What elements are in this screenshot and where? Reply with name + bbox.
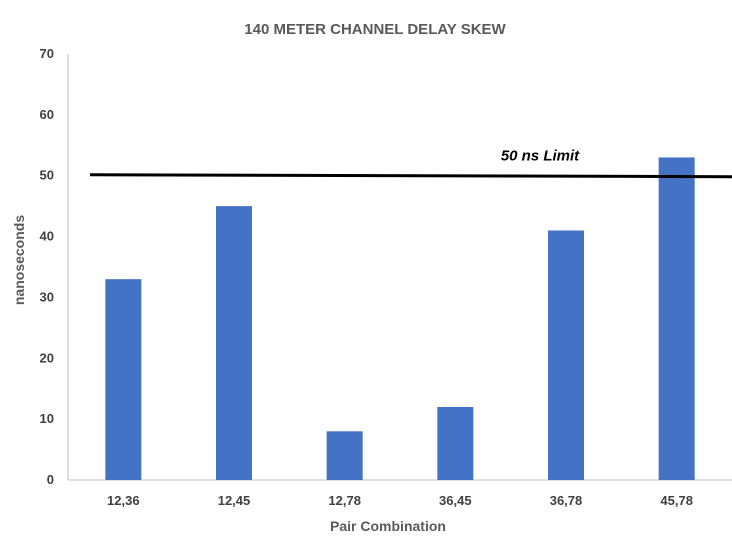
y-tick-label: 10 bbox=[40, 411, 54, 426]
reference-line bbox=[89, 173, 732, 179]
y-axis: 0 10 20 30 40 50 60 70 bbox=[40, 46, 54, 487]
bar bbox=[326, 431, 363, 480]
x-axis: 12,36 12,45 12,78 36,45 36,78 45,78 bbox=[107, 493, 693, 508]
y-tick-label: 70 bbox=[40, 46, 54, 61]
x-tick-label: 12,78 bbox=[328, 493, 361, 508]
bar bbox=[216, 206, 252, 480]
x-tick-label: 45,78 bbox=[660, 493, 693, 508]
y-axis-label: nanoseconds bbox=[11, 215, 27, 305]
bar bbox=[437, 406, 474, 480]
y-tick-label: 30 bbox=[40, 289, 54, 304]
bar bbox=[105, 279, 142, 480]
y-tick-label: 0 bbox=[47, 472, 54, 487]
bars bbox=[105, 157, 695, 480]
bar bbox=[658, 157, 695, 480]
x-tick-label: 36,45 bbox=[439, 493, 472, 508]
reference-line-label: 50 ns Limit bbox=[501, 148, 580, 165]
x-tick-label: 12,36 bbox=[107, 493, 140, 508]
y-tick-label: 60 bbox=[40, 107, 54, 122]
y-tick-label: 20 bbox=[40, 350, 54, 365]
x-tick-label: 36,78 bbox=[550, 493, 583, 508]
y-tick-label: 50 bbox=[40, 168, 54, 183]
x-tick-label: 12,45 bbox=[218, 493, 251, 508]
y-tick-label: 40 bbox=[40, 229, 54, 244]
chart-title: 140 METER CHANNEL DELAY SKEW bbox=[244, 21, 506, 38]
bar bbox=[548, 230, 584, 480]
x-axis-label: Pair Combination bbox=[330, 518, 446, 534]
